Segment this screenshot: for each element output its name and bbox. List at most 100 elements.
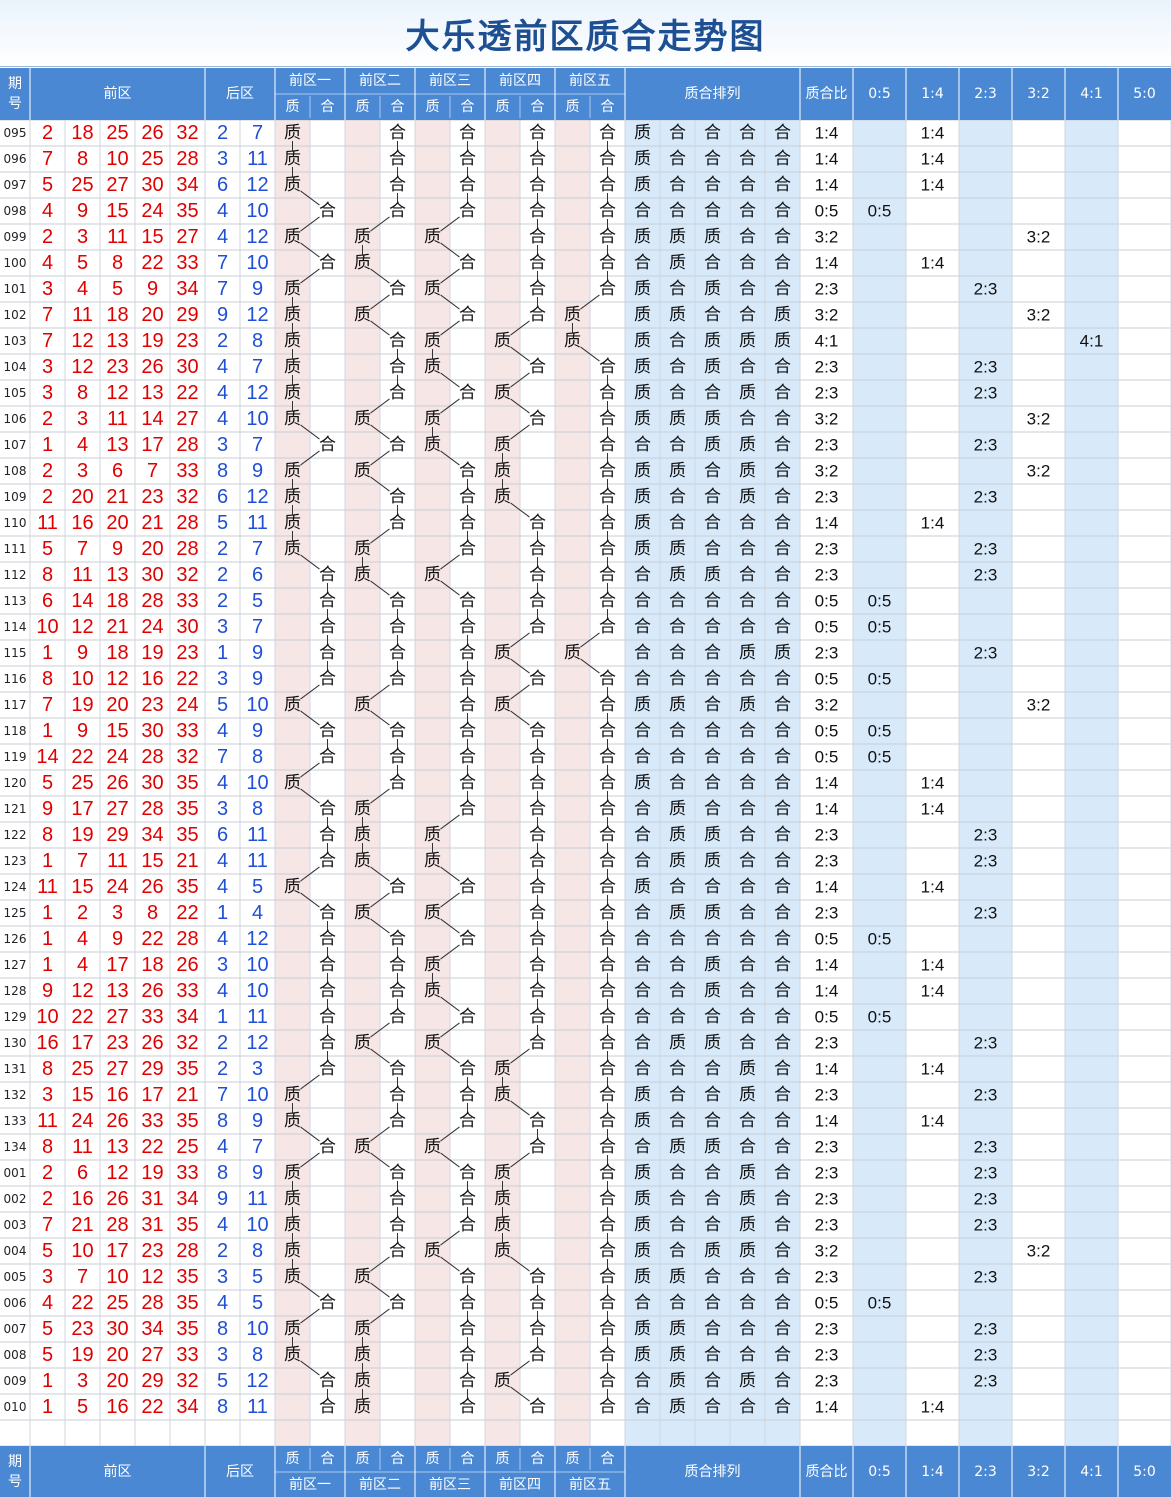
- back-number: 7: [252, 538, 263, 560]
- pattern-char: 合: [739, 227, 756, 247]
- front-number: 8: [112, 252, 123, 274]
- ratio-value: 2:3: [815, 384, 839, 403]
- issue-number: 127: [4, 958, 27, 972]
- front-number: 11: [72, 564, 93, 586]
- zone-composite-mark: 合: [389, 1059, 406, 1079]
- zone-composite-mark: 合: [599, 461, 616, 481]
- ratio-value: 2:3: [815, 540, 839, 559]
- zone-composite-mark: 合: [529, 747, 546, 767]
- back-number: 11: [247, 512, 268, 534]
- zone-composite-mark: 合: [529, 227, 546, 247]
- zone-composite-mark: 合: [599, 617, 616, 637]
- footer-back-label: 后区: [226, 1464, 254, 1480]
- trend-line: [510, 346, 530, 362]
- zone-composite-mark: 合: [319, 1397, 336, 1417]
- zone-composite-mark: 合: [319, 903, 336, 923]
- zone-composite-mark: 合: [389, 279, 406, 299]
- pattern-char: 质: [669, 1345, 686, 1365]
- pattern-char: 质: [739, 487, 756, 507]
- pattern-char: 合: [704, 253, 721, 273]
- zone-composite-mark: 合: [599, 383, 616, 403]
- front-number: 12: [106, 1162, 128, 1184]
- front-number: 35: [176, 1318, 198, 1340]
- front-number: 11: [37, 512, 58, 534]
- issue-number: 010: [4, 1400, 27, 1414]
- zone-composite-mark: 合: [529, 1111, 546, 1131]
- zone-prime-mark: 质: [354, 825, 371, 845]
- front-number: 5: [42, 538, 53, 560]
- back-number: 12: [246, 226, 268, 248]
- pattern-char: 合: [774, 617, 791, 637]
- pattern-char: 合: [739, 1397, 756, 1417]
- issue-number: 099: [4, 230, 27, 244]
- issue-number: 120: [4, 776, 27, 790]
- pattern-char: 合: [739, 279, 756, 299]
- zone-composite-mark: 合: [459, 721, 476, 741]
- zone-composite-mark: 合: [599, 1345, 616, 1365]
- front-number: 17: [106, 1240, 128, 1262]
- front-number: 19: [71, 824, 93, 846]
- pattern-char: 合: [669, 1163, 686, 1183]
- ratio-value: 3:2: [815, 410, 839, 429]
- ratio-distribution-mark: 2:3: [974, 1372, 998, 1391]
- zone-prime-mark: 质: [354, 409, 371, 429]
- front-number: 35: [176, 798, 198, 820]
- back-number: 1: [217, 902, 228, 924]
- ratio-value: 1:4: [815, 956, 839, 975]
- ratio-distribution-mark: 3:2: [1027, 228, 1051, 247]
- pattern-char: 合: [669, 435, 686, 455]
- ratio-distribution-mark: 2:3: [974, 904, 998, 923]
- ratio-distribution-mark: 1:4: [921, 514, 945, 533]
- zone-composite-mark: 合: [529, 565, 546, 585]
- pattern-char: 合: [774, 227, 791, 247]
- zone-composite-mark: 合: [459, 1085, 476, 1105]
- zone-composite-mark: 合: [459, 1293, 476, 1313]
- ratio-value: 2:3: [815, 644, 839, 663]
- pattern-char: 质: [634, 1345, 651, 1365]
- front-number: 21: [106, 616, 128, 638]
- front-number: 29: [141, 1058, 163, 1080]
- pattern-char: 合: [634, 669, 651, 689]
- pattern-char: 质: [774, 305, 791, 325]
- trend-line: [440, 216, 460, 232]
- front-number: 34: [141, 1318, 163, 1340]
- pattern-char: 质: [704, 1137, 721, 1157]
- front-number: 3: [42, 278, 53, 300]
- pattern-char: 合: [739, 1137, 756, 1157]
- pattern-char: 质: [634, 773, 651, 793]
- front-number: 24: [141, 200, 163, 222]
- pattern-char: 合: [739, 721, 756, 741]
- issue-number: 006: [4, 1296, 27, 1310]
- front-number: 14: [141, 408, 163, 430]
- ratio-value: 2:3: [815, 1138, 839, 1157]
- back-number: 2: [217, 538, 228, 560]
- front-number: 5: [112, 278, 123, 300]
- trend-line: [440, 372, 460, 388]
- pattern-char: 合: [774, 1241, 791, 1261]
- back-number: 4: [217, 928, 228, 950]
- zone-prime-mark: 质: [424, 851, 441, 871]
- pattern-char: 质: [669, 1137, 686, 1157]
- front-number: 7: [77, 850, 88, 872]
- back-number: 4: [217, 382, 228, 404]
- issue-number: 105: [4, 386, 27, 400]
- ratio-value: 2:3: [815, 566, 839, 585]
- zone-prime-column-bg: [555, 120, 590, 1446]
- ratio-value: 0:5: [815, 202, 839, 221]
- front-number: 18: [106, 590, 128, 612]
- zone-composite-mark: 合: [529, 253, 546, 273]
- front-number: 35: [176, 1292, 198, 1314]
- front-number: 30: [141, 564, 163, 586]
- pattern-char: 合: [669, 383, 686, 403]
- trend-line: [370, 788, 390, 804]
- footer-period-label: 号: [8, 1474, 22, 1490]
- pattern-char: 质: [704, 331, 721, 351]
- front-number: 27: [106, 1058, 128, 1080]
- zone-composite-mark: 合: [319, 747, 336, 767]
- zone-composite-mark: 合: [529, 799, 546, 819]
- back-number: 2: [217, 330, 228, 352]
- zone-prime-mark: 质: [494, 1371, 511, 1391]
- ratio-column-bg: [1065, 120, 1118, 1446]
- front-number: 28: [176, 434, 198, 456]
- zone-prime-column-bg: [345, 120, 380, 1446]
